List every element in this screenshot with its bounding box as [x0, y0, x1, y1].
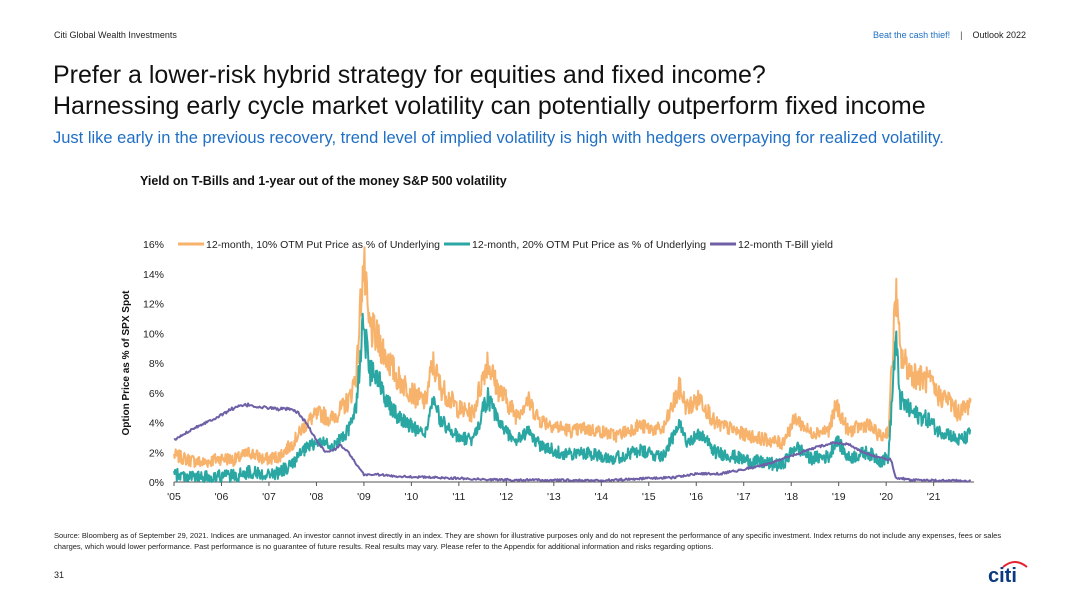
- title-line-2: Harnessing early cycle market volatility…: [53, 92, 926, 120]
- y-tick-label: 0%: [149, 477, 164, 489]
- x-tick-label: '08: [310, 491, 324, 503]
- y-tick-label: 16%: [143, 239, 164, 251]
- series-line-2: [173, 312, 972, 483]
- x-tick-label: '12: [500, 491, 514, 503]
- brand-name: Citi Global Wealth Investments: [54, 30, 177, 40]
- legend-label-1: 12-month, 10% OTM Put Price as % of Unde…: [206, 239, 440, 251]
- page-number: 31: [54, 570, 65, 580]
- x-tick-label: '11: [452, 491, 465, 503]
- x-tick-label: '16: [689, 491, 703, 503]
- x-tick-label: '10: [405, 491, 419, 503]
- x-tick-label: '05: [167, 491, 181, 503]
- x-tick-label: '18: [784, 491, 798, 503]
- y-tick-label: 4%: [149, 418, 164, 430]
- x-tick-label: '20: [879, 491, 893, 503]
- page-title: Prefer a lower-risk hybrid strategy for …: [53, 60, 1053, 122]
- x-tick-label: '19: [832, 491, 846, 503]
- x-tick-label: '06: [215, 491, 229, 503]
- series-line-1: [173, 246, 972, 469]
- volatility-line-chart: Yield on T-Bills and 1-year out of the m…: [121, 174, 974, 503]
- y-tick-label: 6%: [149, 388, 164, 400]
- legend-label-2: 12-month, 20% OTM Put Price as % of Unde…: [472, 239, 706, 251]
- y-tick-label: 8%: [149, 358, 164, 370]
- citi-logo: citi: [988, 561, 1028, 584]
- y-tick-label: 12%: [143, 299, 164, 311]
- page-subtitle: Just like early in the previous recovery…: [53, 129, 944, 147]
- report-name: Outlook 2022: [972, 30, 1026, 40]
- source-footnote: Source: Bloomberg as of September 29, 20…: [54, 531, 1002, 551]
- header-separator: |: [960, 30, 963, 40]
- x-tick-label: '09: [357, 491, 371, 503]
- y-tick-label: 14%: [143, 269, 164, 281]
- cash-thief-link[interactable]: Beat the cash thief!: [873, 30, 951, 40]
- x-tick-label: '14: [594, 491, 608, 503]
- chart-title: Yield on T-Bills and 1-year out of the m…: [140, 174, 507, 188]
- citi-logo-text: citi: [988, 565, 1017, 584]
- y-tick-label: 10%: [143, 328, 164, 340]
- y-axis-label: Option Price as % of SPX Spot: [121, 290, 132, 436]
- series-line-3: [173, 402, 972, 483]
- x-tick-label: '21: [927, 491, 941, 503]
- legend-label-3: 12-month T-Bill yield: [738, 239, 833, 251]
- x-tick-label: '15: [642, 491, 656, 503]
- citi-logo-arc: [1002, 561, 1028, 568]
- title-line-1: Prefer a lower-risk hybrid strategy for …: [53, 61, 766, 89]
- x-tick-label: '17: [737, 491, 751, 503]
- x-tick-label: '13: [547, 491, 561, 503]
- header-right: Beat the cash thief! | Outlook 2022: [873, 30, 1026, 40]
- x-tick-label: '07: [262, 491, 276, 503]
- y-tick-label: 2%: [149, 447, 164, 459]
